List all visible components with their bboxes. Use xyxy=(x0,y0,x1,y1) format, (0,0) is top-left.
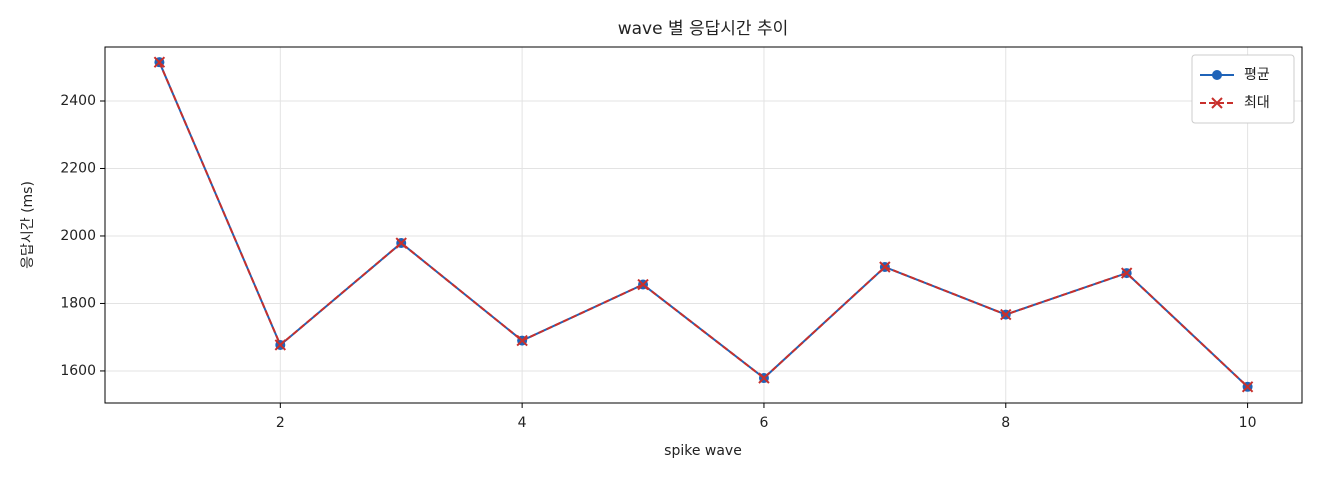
y-tick-label: 2000 xyxy=(60,228,96,244)
series-line xyxy=(158,61,1249,388)
legend-label: 최대 xyxy=(1244,95,1270,111)
series-line xyxy=(158,61,1249,388)
x-tick-label: 8 xyxy=(1001,415,1010,431)
y-tick-label: 1600 xyxy=(60,363,96,379)
y-tick-label: 2400 xyxy=(60,93,96,109)
x-tick-label: 2 xyxy=(276,415,285,431)
y-tick-label: 2200 xyxy=(60,160,96,176)
marker xyxy=(879,261,891,273)
x-tick-label: 6 xyxy=(759,415,768,431)
x-tick-label: 4 xyxy=(518,415,527,431)
y-tick-label: 1800 xyxy=(60,295,96,311)
plot-frame xyxy=(104,46,1303,404)
marker xyxy=(1000,308,1012,321)
y-axis-label: 응답시간 (ms) xyxy=(20,181,36,269)
marker xyxy=(1120,267,1133,279)
marker xyxy=(758,372,770,384)
marker xyxy=(1211,97,1223,109)
x-tick-label: 10 xyxy=(1239,415,1257,431)
marker xyxy=(1212,70,1222,80)
marker xyxy=(274,339,287,351)
legend-label: 평균 xyxy=(1244,67,1270,83)
marker xyxy=(516,334,528,347)
x-axis-label: spike wave xyxy=(664,443,742,459)
legend-frame xyxy=(1191,54,1295,124)
chart-title: wave 별 응답시간 추이 xyxy=(618,19,789,39)
marker xyxy=(637,278,649,291)
marker xyxy=(1241,381,1254,393)
marker xyxy=(395,237,407,249)
marker xyxy=(153,56,166,68)
